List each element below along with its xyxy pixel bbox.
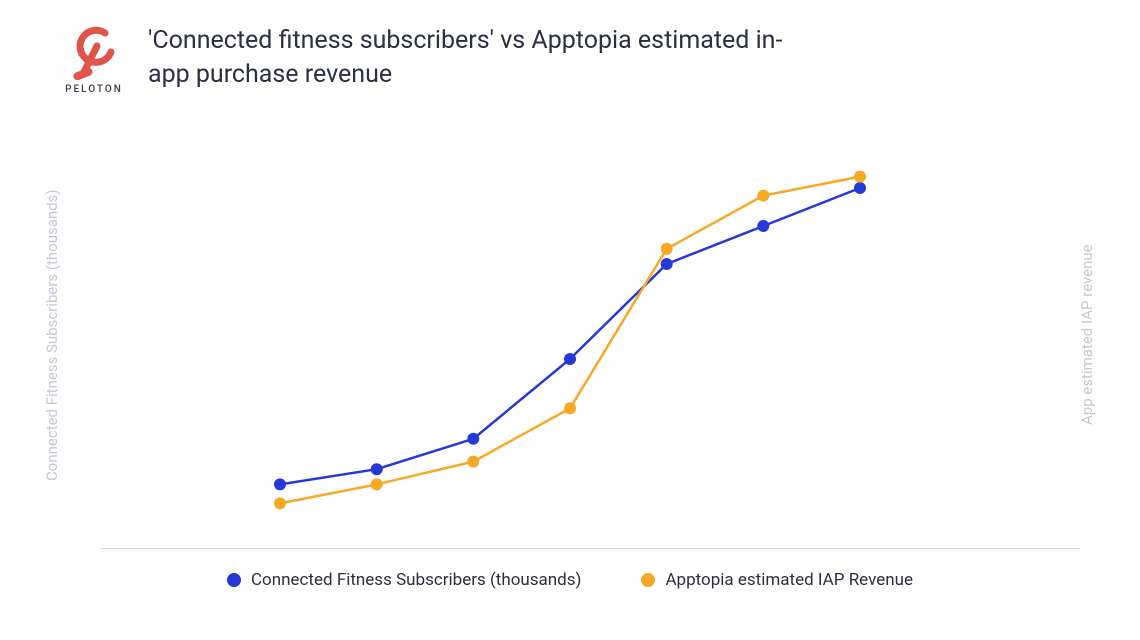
chart-title: 'Connected fitness subscribers' vs Appto… — [148, 24, 788, 92]
legend-dot-icon — [641, 573, 655, 587]
chart-baseline — [100, 548, 1080, 549]
chart-plot — [120, 150, 1020, 530]
legend-label: Apptopia estimated IAP Revenue — [665, 570, 913, 590]
chart-legend: Connected Fitness Subscribers (thousands… — [0, 570, 1140, 590]
y-left-axis-label: Connected Fitness Subscribers (thousands… — [42, 185, 63, 485]
legend-item-subscribers: Connected Fitness Subscribers (thousands… — [227, 570, 581, 590]
legend-item-revenue: Apptopia estimated IAP Revenue — [641, 570, 913, 590]
peloton-logo: PELOTON — [60, 24, 128, 95]
chart-header: PELOTON 'Connected fitness subscribers' … — [60, 24, 788, 95]
peloton-logo-icon — [69, 24, 119, 80]
logo-caption: PELOTON — [65, 84, 123, 95]
legend-label: Connected Fitness Subscribers (thousands… — [251, 570, 581, 590]
legend-dot-icon — [227, 573, 241, 587]
y-right-axis-label: App estimated IAP revenue — [1077, 185, 1098, 485]
